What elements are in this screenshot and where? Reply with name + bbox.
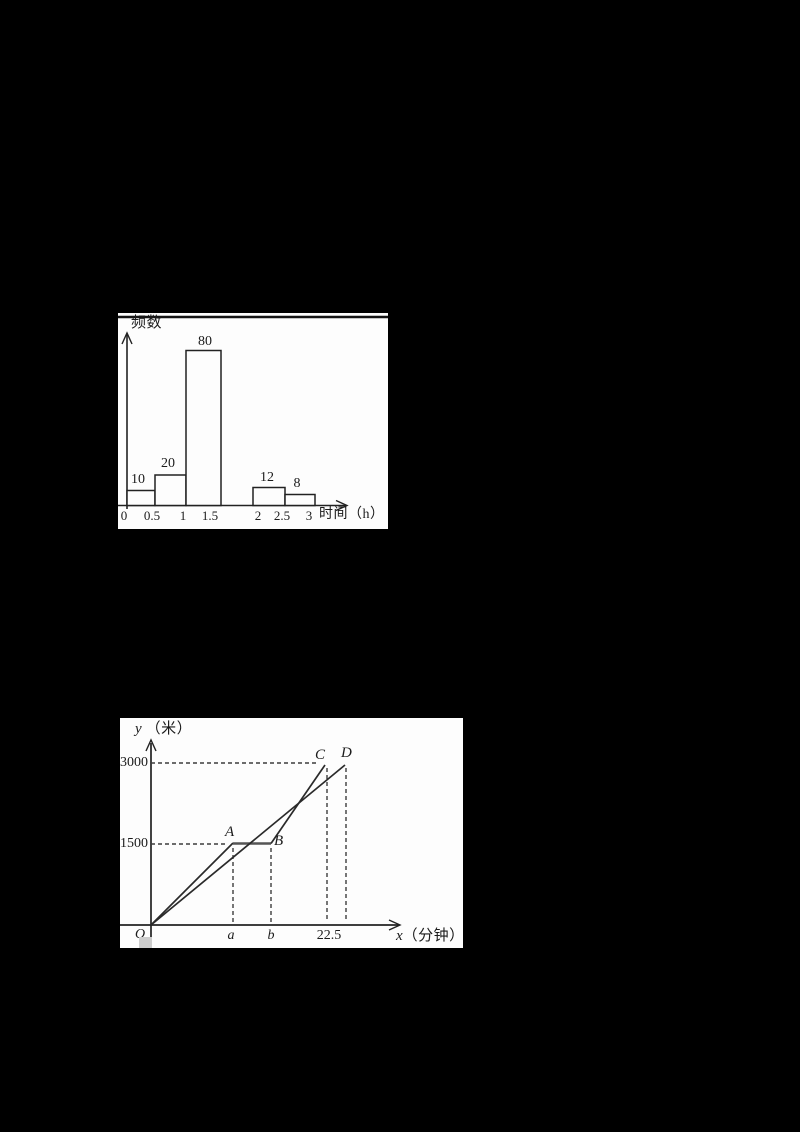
y-tick-label: 3000 [120, 755, 148, 770]
x-tick-label: 3 [305, 508, 313, 523]
y-tick-label: 1500 [120, 836, 148, 851]
x-tick-label: a [227, 928, 235, 943]
bar-2.5-3 [284, 493, 316, 507]
bar-value-label: 8 [293, 476, 301, 491]
bar-value-label: 12 [260, 470, 274, 485]
artifact-smudge [139, 937, 152, 948]
bar-2-2.5 [252, 486, 286, 507]
segment-O-D [150, 764, 346, 926]
x-var: x [396, 928, 403, 944]
origin-label: O [135, 927, 146, 942]
histogram-y-axis-title: 频数 [131, 315, 163, 331]
x-tick-label: 1.5 [201, 508, 219, 523]
journey-x-axis-title: x（分钟） [396, 929, 465, 944]
journey-graph-panel: y （米） x（分钟） 3000 1500 O a b 22.5 A B C D [120, 718, 465, 948]
y-axis-arrow-icon [145, 738, 157, 752]
journey-plot [120, 738, 402, 939]
point-label-C: C [315, 747, 326, 763]
bar-value-label: 10 [131, 472, 145, 487]
bar-0.5-1 [154, 474, 187, 507]
histogram-plot [118, 315, 388, 512]
bar-value-label: 20 [161, 456, 175, 471]
x-axis-arrow-icon [388, 919, 402, 931]
segment-O-A [150, 842, 234, 926]
x-axis-arrow-icon [335, 499, 349, 512]
x-tick-label: 0 [120, 508, 128, 523]
x-tick-label: 2.5 [273, 508, 291, 523]
point-label-D: D [341, 745, 352, 761]
y-axis-arrow-icon [121, 331, 133, 345]
x-tick-label: 1 [179, 508, 187, 523]
x-tick-label: 22.5 [316, 928, 342, 943]
x-tick-label: 0.5 [143, 508, 161, 523]
bar-1-1.5 [185, 349, 222, 507]
y-var: y [135, 721, 142, 737]
x-unit: （分钟） [402, 928, 465, 944]
histogram-x-axis-title: 时间（h） [319, 507, 385, 522]
histogram-panel: 频数 时间（h） 10 20 80 12 8 0 0.5 1 1.5 2 2.5… [118, 313, 388, 529]
point-label-B: B [274, 833, 284, 849]
y-unit: （米） [145, 721, 193, 737]
bar-0-0.5 [126, 489, 156, 507]
x-tick-label: b [267, 928, 275, 943]
x-tick-label: 2 [254, 508, 262, 523]
point-label-A: A [225, 824, 235, 840]
bar-value-label: 80 [198, 334, 212, 349]
journey-y-axis-title: y （米） [135, 722, 192, 737]
